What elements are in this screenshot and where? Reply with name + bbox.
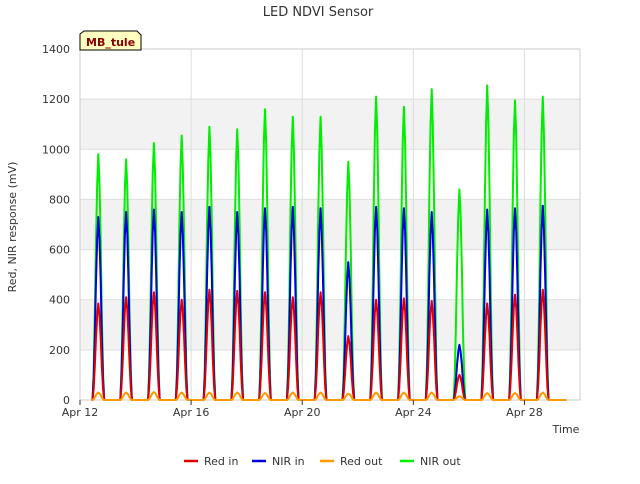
y-tick-label: 200	[49, 344, 70, 357]
site-label: MB_tule	[86, 36, 135, 49]
grid-band	[80, 299, 580, 350]
x-tick-label: Apr 12	[62, 406, 99, 419]
x-tick-label: Apr 24	[395, 406, 432, 419]
x-axis-label: Time	[552, 423, 580, 436]
grid-band	[80, 199, 580, 250]
y-tick-label: 1400	[42, 43, 70, 56]
series-line-red-out	[91, 391, 567, 401]
y-tick-label: 1000	[42, 143, 70, 156]
grid-band	[80, 99, 580, 150]
y-tick-label: 800	[49, 193, 70, 206]
y-axis-label: Red, NIR response (mV)	[6, 162, 19, 293]
chart-title: LED NDVI Sensor	[263, 5, 374, 20]
y-tick-label: 0	[63, 394, 70, 407]
legend-label: NIR out	[420, 455, 461, 468]
legend-label: NIR in	[272, 455, 305, 468]
x-tick-label: Apr 28	[506, 406, 543, 419]
series-line-red-in	[91, 288, 567, 401]
site-label-badge: MB_tule	[79, 30, 142, 51]
y-tick-label: 600	[49, 244, 70, 257]
legend-label: Red in	[204, 455, 238, 468]
legend-label: Red out	[340, 455, 383, 468]
x-tick-label: Apr 16	[173, 406, 210, 419]
x-tick-label: Apr 20	[284, 406, 321, 419]
y-tick-label: 400	[49, 294, 70, 307]
y-tick-label: 1200	[42, 93, 70, 106]
